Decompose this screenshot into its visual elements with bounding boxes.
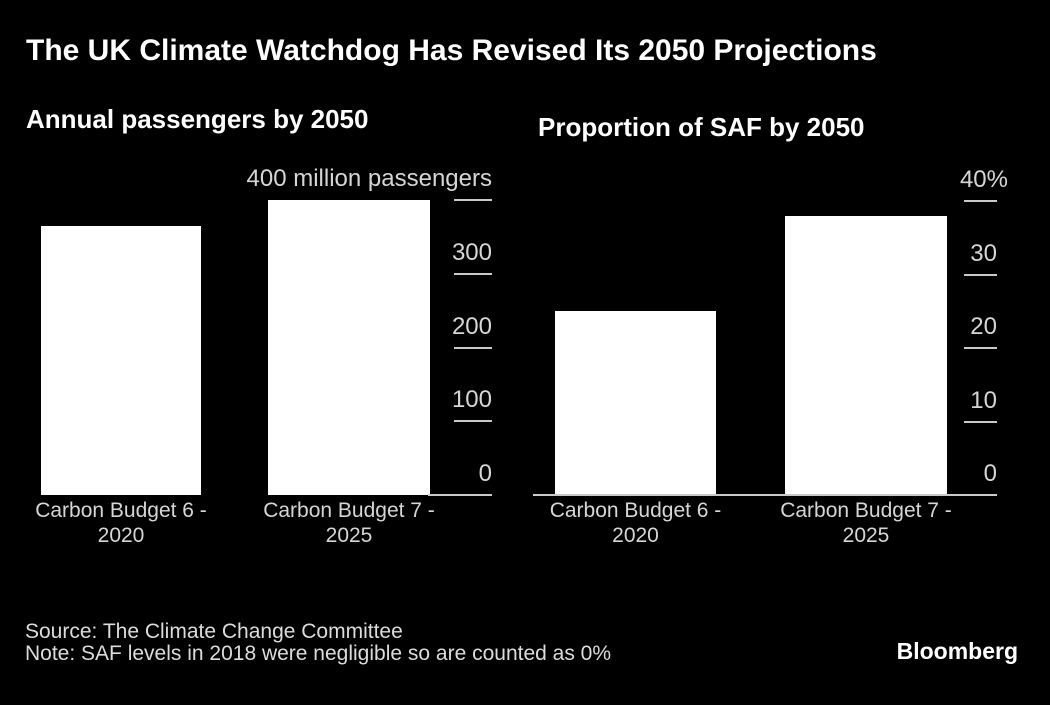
right-chart-title: Proportion of SAF by 2050 <box>538 112 865 142</box>
x-axis-category-label: Carbon Budget 7 - 2025 <box>263 499 435 547</box>
y-axis-label: 300 <box>451 238 492 266</box>
left-chart-title: Annual passengers by 2050 <box>26 104 369 134</box>
y-axis-label: 20 <box>970 313 997 340</box>
bar-carbon-budget-7- <box>785 215 947 495</box>
bar-carbon-budget-6- <box>555 311 716 495</box>
y-axis-tick <box>454 272 492 275</box>
note-text: Note: SAF levels in 2018 were negligible… <box>25 642 612 665</box>
x-axis-line <box>533 494 997 496</box>
y-axis-label: 0 <box>983 460 997 487</box>
y-axis-tick <box>964 200 997 202</box>
bar-carbon-budget-7- <box>268 200 430 495</box>
y-axis-tick <box>964 347 997 349</box>
x-axis-category-label: Carbon Budget 7 - 2025 <box>780 499 952 547</box>
y-axis-tick <box>454 199 492 201</box>
x-axis-category-label: Carbon Budget 6 - 2020 <box>549 499 722 547</box>
y-axis-label: 100 <box>451 386 492 414</box>
source-text: Source: The Climate Change Committee <box>25 620 403 643</box>
x-axis-line <box>428 494 492 496</box>
y-axis-tick <box>964 273 997 276</box>
bar-carbon-budget-6- <box>41 225 201 495</box>
y-axis-tick <box>964 420 997 423</box>
y-axis-top-label: 400 million passengers <box>246 165 492 192</box>
y-axis-label: 0 <box>478 460 492 487</box>
y-axis-label: 200 <box>451 312 492 340</box>
y-axis-top-label: 40% <box>959 166 1008 193</box>
y-axis-label: 30 <box>970 239 997 267</box>
page-title: The UK Climate Watchdog Has Revised Its … <box>26 34 877 67</box>
y-axis-tick <box>454 346 492 349</box>
bloomberg-logo: Bloomberg <box>896 638 1018 664</box>
y-axis-tick <box>454 420 492 423</box>
x-axis-category-label: Carbon Budget 6 - 2020 <box>35 499 207 547</box>
y-axis-label: 10 <box>970 386 997 414</box>
